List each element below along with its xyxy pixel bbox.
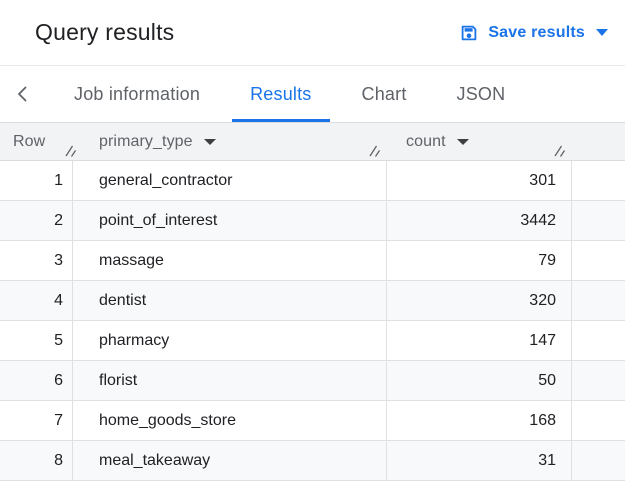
column-label: count [406,132,446,150]
cell-row-number: 7 [0,401,73,440]
cell-primary-type: general_contractor [73,161,387,200]
table-header-row: Row primary_type count [0,123,625,161]
cell-primary-type: dentist [73,281,387,320]
tab-list: Job information Results Chart JSON [56,66,523,122]
cell-primary-type: massage [73,241,387,280]
column-header-count[interactable]: count [387,123,572,160]
table-row: 6 florist 50 [0,361,625,401]
cell-row-number: 2 [0,201,73,240]
column-menu-caret-icon[interactable] [456,138,469,145]
cell-row-number: 1 [0,161,73,200]
tab-json[interactable]: JSON [456,83,506,104]
cell-primary-type: pharmacy [73,321,387,360]
chevron-left-icon [15,85,30,103]
cell-filler [572,321,625,360]
column-header-filler [572,123,625,160]
cell-filler [572,281,625,320]
cell-filler [572,361,625,400]
column-header-row: Row [0,123,77,160]
cell-count: 3442 [387,201,572,240]
table-row: 1 general_contractor 301 [0,161,625,201]
column-resize-handle-icon[interactable] [367,144,382,158]
cell-primary-type: home_goods_store [73,401,387,440]
tab-results[interactable]: Results [232,66,330,122]
column-menu-caret-icon[interactable] [203,138,216,145]
column-header-primary-type[interactable]: primary_type [73,123,387,160]
results-table: Row primary_type count [0,123,625,481]
table-row: 8 meal_takeaway 31 [0,441,625,481]
cell-count: 147 [387,321,572,360]
table-row: 3 massage 79 [0,241,625,281]
tab-scroll-left-button[interactable] [0,66,44,122]
table-row: 7 home_goods_store 168 [0,401,625,441]
cell-row-number: 5 [0,321,73,360]
cell-count: 168 [387,401,572,440]
chevron-down-icon [596,29,608,36]
table-body: 1 general_contractor 301 2 point_of_interest… [0,161,625,481]
tab-chart[interactable]: Chart [361,83,407,104]
query-results-titlebar: Query results Save results [0,0,625,66]
cell-count: 31 [387,441,572,480]
save-icon [459,23,479,43]
save-results-label: Save results [488,23,585,41]
column-label: Row [13,132,46,150]
cell-filler [572,241,625,280]
cell-filler [572,441,625,480]
cell-count: 79 [387,241,572,280]
cell-filler [572,161,625,200]
table-row: 4 dentist 320 [0,281,625,321]
page-title: Query results [35,19,175,45]
cell-primary-type: meal_takeaway [73,441,387,480]
cell-count: 50 [387,361,572,400]
table-row: 2 point_of_interest 3442 [0,201,625,241]
cell-row-number: 6 [0,361,73,400]
cell-filler [572,401,625,440]
cell-row-number: 3 [0,241,73,280]
cell-row-number: 4 [0,281,73,320]
column-resize-handle-icon[interactable] [552,144,567,158]
results-tabbar: Job information Results Chart JSON [0,66,625,123]
save-results-button[interactable]: Save results [459,0,608,65]
tab-job-information[interactable]: Job information [74,83,201,104]
cell-count: 301 [387,161,572,200]
cell-row-number: 8 [0,441,73,480]
cell-count: 320 [387,281,572,320]
table-row: 5 pharmacy 147 [0,321,625,361]
column-label: primary_type [99,132,193,150]
column-resize-handle-icon[interactable] [63,144,78,158]
cell-primary-type: florist [73,361,387,400]
cell-primary-type: point_of_interest [73,201,387,240]
cell-filler [572,201,625,240]
